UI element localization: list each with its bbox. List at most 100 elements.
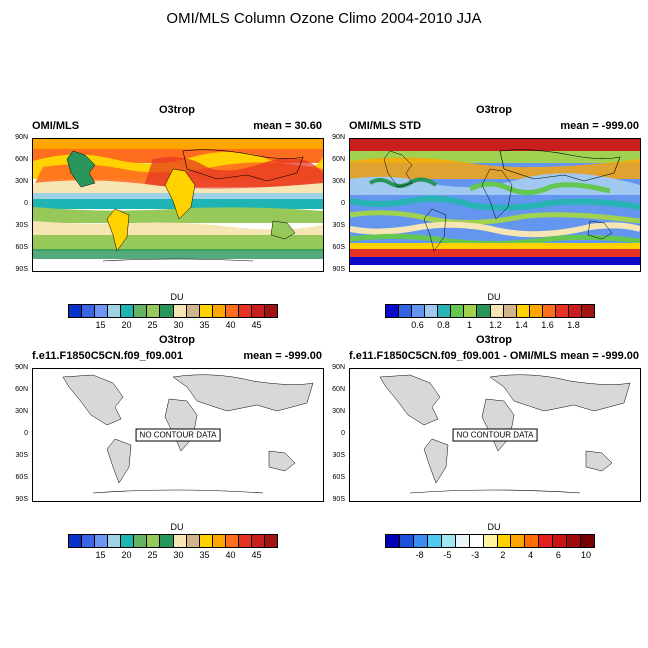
map-plot — [32, 138, 324, 272]
panel-title: O3trop — [158, 104, 196, 116]
ozone-field-map — [33, 139, 323, 271]
colorbar-swatch — [441, 535, 456, 547]
lat-tick: 90N — [332, 364, 345, 371]
colorbar-swatch — [173, 535, 187, 547]
panel-mean-label: mean = 30.60 — [253, 120, 322, 132]
colorbar-swatch — [555, 305, 569, 317]
colorbar-tick-label: -8 — [415, 550, 424, 560]
colorbar-tick-label: 15 — [95, 320, 106, 330]
colorbar-tick-label: 20 — [121, 320, 132, 330]
colorbar-swatch — [121, 305, 135, 317]
lat-tick: 60N — [15, 386, 28, 393]
colorbar-swatch — [238, 305, 252, 317]
lat-tick: 30N — [332, 178, 345, 185]
colorbar-swatch — [134, 535, 148, 547]
colorbar-tick-label: -3 — [471, 550, 480, 560]
colorbar-swatch — [147, 305, 161, 317]
colorbar-swatch — [483, 535, 498, 547]
lat-tick: 30S — [15, 222, 28, 229]
no-contour-data-label: NO CONTOUR DATA — [452, 428, 538, 442]
colorbar-swatch — [225, 535, 239, 547]
colorbar-tick-label: 6 — [555, 550, 561, 560]
colorbar-tick-label: 20 — [121, 550, 132, 560]
colorbar-tick-label: 1.6 — [541, 320, 554, 330]
lat-tick: 90S — [332, 266, 345, 273]
colorbar-tick-label: 40 — [225, 320, 236, 330]
colorbar-tick-label: 0.6 — [411, 320, 424, 330]
colorbar-tick-label: 30 — [173, 550, 184, 560]
colorbar-swatch — [553, 535, 568, 547]
colorbar-swatch — [108, 535, 122, 547]
colorbar-swatch — [160, 535, 174, 547]
colorbar-swatch — [581, 535, 595, 547]
colorbar-tick-label: 15 — [95, 550, 106, 560]
colorbar-swatch — [160, 305, 174, 317]
lat-tick: 90S — [332, 496, 345, 503]
colorbar-swatch — [451, 305, 465, 317]
lat-tick: 60N — [15, 156, 28, 163]
lat-tick: 90S — [15, 266, 28, 273]
panel-left-label: OMI/MLS — [32, 120, 80, 132]
panel-omi-mls-std: O3trop OMI/MLS STD mean = -999.00 90N — [332, 104, 641, 334]
colorbar-swatch — [134, 305, 148, 317]
colorbar-swatch — [225, 305, 239, 317]
colorbar-swatch — [238, 535, 252, 547]
colorbar-swatch — [542, 305, 556, 317]
colorbar-swatch — [108, 305, 122, 317]
colorbar-swatch — [69, 305, 83, 317]
panel-title: O3trop — [158, 334, 196, 346]
colorbar-swatch — [427, 535, 442, 547]
panel-mean-label: mean = -999.00 — [560, 120, 639, 132]
colorbar-swatch — [529, 305, 543, 317]
colorbar-tick-label: 25 — [147, 550, 158, 560]
lat-tick: 30S — [332, 222, 345, 229]
lat-tick: 60S — [332, 244, 345, 251]
panel-title: O3trop — [475, 104, 513, 116]
colorbar-tick-label: 1.2 — [489, 320, 502, 330]
colorbar-swatch — [199, 305, 213, 317]
colorbar-swatch — [386, 305, 400, 317]
colorbar-swatch — [386, 535, 400, 547]
colorbar-swatch — [147, 535, 161, 547]
colorbar-tick-label: 2 — [500, 550, 506, 560]
colorbar-swatch — [568, 305, 582, 317]
colorbar-swatch — [469, 535, 484, 547]
lat-tick: 0 — [341, 200, 345, 207]
colorbar-swatch — [399, 305, 413, 317]
colorbar-swatch — [525, 535, 540, 547]
panel-model-minus-obs: O3trop f.e11.F1850C5CN.f09_f09.001 - OMI… — [332, 334, 641, 564]
colorbar-swatch — [503, 305, 517, 317]
lat-tick: 90N — [15, 364, 28, 371]
lat-tick: 60N — [332, 386, 345, 393]
lat-tick: 90N — [332, 134, 345, 141]
colorbar-swatch — [264, 305, 277, 317]
colorbar-unit: DU — [487, 522, 501, 532]
lat-tick: 90S — [15, 496, 28, 503]
colorbar-swatch — [173, 305, 187, 317]
colorbar-swatch — [186, 535, 200, 547]
colorbar-swatch — [199, 535, 213, 547]
colorbar-swatch — [399, 535, 414, 547]
lat-tick: 0 — [24, 200, 28, 207]
colorbar-tick-label: 35 — [199, 320, 210, 330]
map-plot: NO CONTOUR DATA — [32, 368, 324, 502]
panel-left-label: OMI/MLS STD — [349, 120, 422, 132]
panel-mean-label: mean = -999.00 — [243, 350, 322, 362]
colorbar — [68, 534, 278, 548]
colorbar-swatch — [251, 305, 265, 317]
lat-tick: 30S — [15, 452, 28, 459]
colorbar-unit: DU — [170, 522, 184, 532]
panel-left-label: f.e11.F1850C5CN.f09_f09.001 — [32, 350, 184, 362]
colorbar-swatch — [264, 535, 277, 547]
panel-mean-label: mean = -999.00 — [560, 350, 639, 362]
lat-tick: 30N — [332, 408, 345, 415]
lat-tick: 90N — [15, 134, 28, 141]
lat-tick: 0 — [341, 430, 345, 437]
colorbar-tick-label: 1.8 — [567, 320, 580, 330]
no-contour-data-label: NO CONTOUR DATA — [135, 428, 221, 442]
colorbar-swatch — [511, 535, 526, 547]
colorbar-swatch — [95, 535, 109, 547]
panel-title: O3trop — [475, 334, 513, 346]
colorbar-swatch — [516, 305, 530, 317]
colorbar — [385, 304, 595, 318]
